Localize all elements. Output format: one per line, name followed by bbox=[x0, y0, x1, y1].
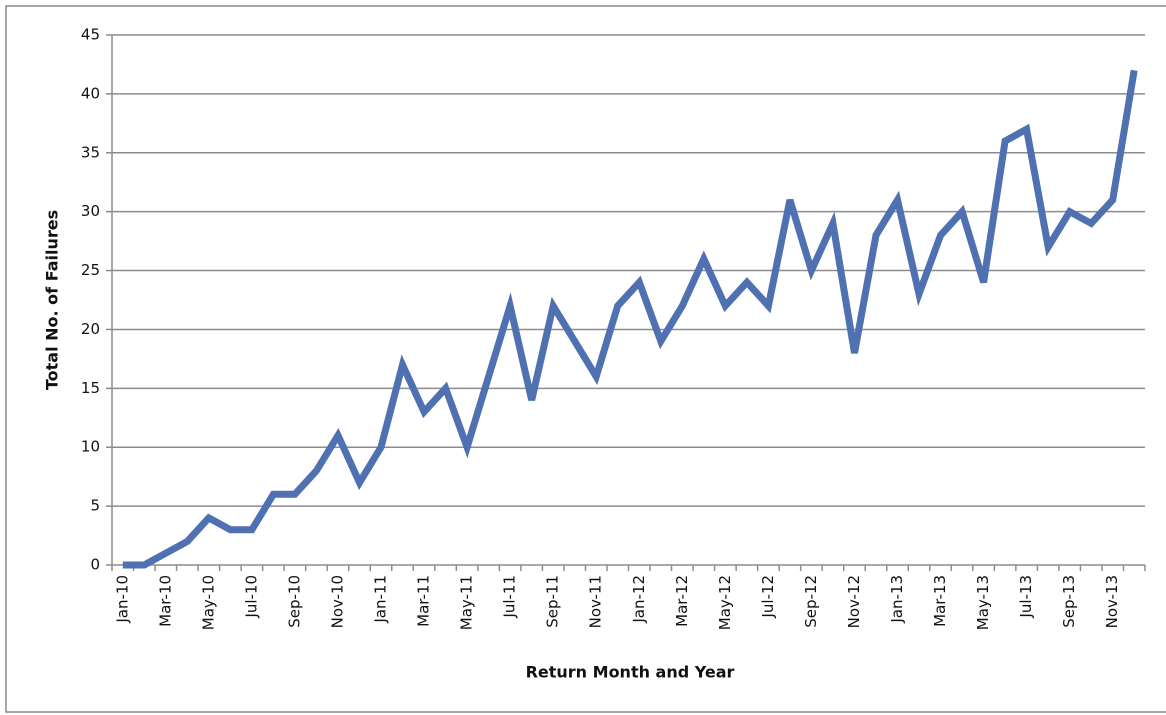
x-tick-label: Nov-12 bbox=[845, 575, 863, 628]
x-tick-label: Jul-13 bbox=[1017, 575, 1035, 619]
x-tick-label: Jan-12 bbox=[630, 575, 648, 624]
x-tick-label: May-12 bbox=[716, 575, 734, 630]
y-axis-title: Total No. of Failures bbox=[43, 210, 62, 390]
chart-border bbox=[5, 5, 1166, 713]
data-line bbox=[122, 69, 1138, 569]
x-tick-label: May-13 bbox=[974, 575, 992, 630]
x-tick-label: Mar-11 bbox=[415, 575, 433, 627]
x-axis-title: Return Month and Year bbox=[526, 663, 735, 682]
x-tick-label: Jan-10 bbox=[113, 575, 131, 624]
x-tick-label: Jan-13 bbox=[888, 575, 906, 624]
x-tick-label: Nov-10 bbox=[328, 575, 346, 628]
x-tick-label: Jul-10 bbox=[242, 575, 260, 619]
x-tick-label: Jul-11 bbox=[501, 575, 519, 619]
x-tick-label: Jul-12 bbox=[759, 575, 777, 619]
x-tick-label: Mar-13 bbox=[931, 575, 949, 627]
y-tick-label: 5 bbox=[90, 497, 100, 515]
x-tick-label: May-10 bbox=[199, 575, 217, 630]
x-tick-label: Sep-13 bbox=[1060, 575, 1078, 628]
x-tick-label: Sep-12 bbox=[802, 575, 820, 628]
x-tick-label: Sep-10 bbox=[285, 575, 303, 628]
x-tick-label: Nov-13 bbox=[1103, 575, 1121, 628]
y-tick-label: 15 bbox=[81, 379, 100, 397]
y-tick-label: 30 bbox=[81, 202, 100, 220]
y-tick-label: 45 bbox=[81, 26, 100, 44]
x-tick-label: Nov-11 bbox=[587, 575, 605, 628]
x-tick-label: May-11 bbox=[458, 575, 476, 630]
x-tick-label: Jan-11 bbox=[372, 575, 390, 624]
x-tick-label: Sep-11 bbox=[544, 575, 562, 628]
y-tick-label: 25 bbox=[81, 261, 100, 279]
y-tick-label: 0 bbox=[90, 556, 100, 574]
y-tick-label: 10 bbox=[81, 438, 100, 456]
x-tick-label: Mar-10 bbox=[156, 575, 174, 627]
x-tick-label: Mar-12 bbox=[673, 575, 691, 627]
y-tick-label: 40 bbox=[81, 84, 100, 102]
y-tick-label: 20 bbox=[81, 320, 100, 338]
y-tick-label: 35 bbox=[81, 143, 100, 161]
